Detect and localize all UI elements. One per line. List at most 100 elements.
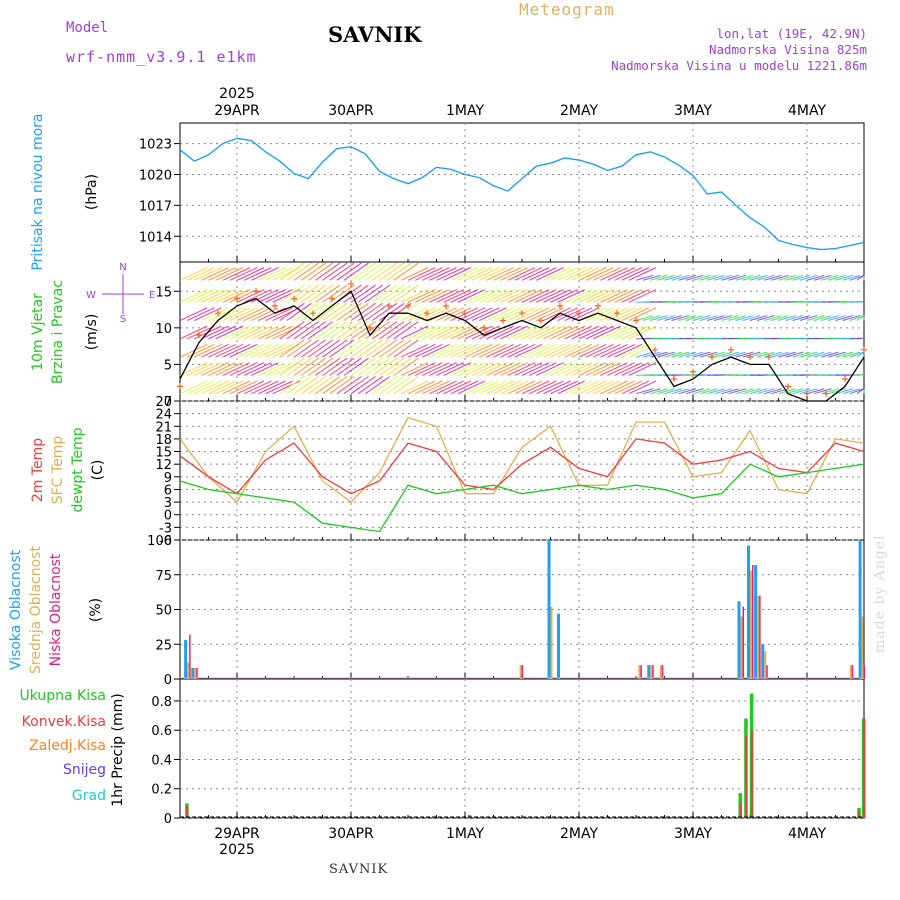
- wind-vector: [315, 262, 341, 281]
- precip-bar-convective: [750, 730, 753, 818]
- wind-vector: [443, 343, 472, 358]
- wind-vector: [208, 362, 236, 376]
- wind-vector: [364, 302, 391, 321]
- wind-vector: [386, 357, 412, 376]
- wind-vector: [258, 307, 286, 321]
- wind-vector: [806, 351, 825, 358]
- wind-vector: [521, 289, 550, 303]
- wind-vector: [493, 289, 521, 303]
- gust-marker: [652, 346, 658, 353]
- y-tick-label: 1017: [139, 199, 172, 214]
- wind-vector: [329, 262, 355, 281]
- wind-vector: [279, 284, 305, 303]
- wind-vector: [407, 307, 436, 321]
- wind-vector: [614, 307, 643, 321]
- wind-vector: [650, 351, 668, 358]
- wind-vector: [664, 274, 682, 281]
- precip-legend-item: Ukupna Kisa: [19, 688, 106, 704]
- wind-vector: [436, 325, 464, 340]
- wind-vector: [514, 289, 543, 303]
- wind-vector: [179, 267, 208, 281]
- wind-vector: [550, 325, 578, 340]
- wind-vector: [528, 380, 557, 395]
- y-tick-label: 50: [155, 604, 172, 619]
- day-label-top: 30APR: [328, 103, 374, 119]
- y-tick-label: 15: [155, 285, 172, 300]
- direction-legend-w: W: [86, 290, 96, 301]
- wind-vector: [251, 343, 279, 358]
- wind-vector: [279, 262, 305, 281]
- wind-vector: [585, 267, 614, 281]
- wind-vector: [293, 284, 319, 303]
- wind-vector: [322, 284, 348, 303]
- wind-vector: [194, 380, 222, 395]
- wind-vector: [386, 284, 412, 303]
- wind-vector: [179, 289, 208, 303]
- cloud-bar-mid: [750, 570, 752, 679]
- wind-vector: [600, 362, 628, 376]
- year-label-bottom: 2025: [219, 842, 255, 858]
- y-tick-label: 25: [155, 638, 172, 653]
- cloud-bar-mid: [194, 667, 197, 679]
- wind-vector: [379, 357, 405, 376]
- wind-vector: [372, 376, 398, 395]
- cloud-bar-mid: [550, 606, 553, 679]
- wind-vector: [536, 362, 564, 376]
- wind-vector: [771, 351, 789, 358]
- gust-marker: [443, 302, 449, 309]
- wind-vector: [806, 315, 825, 322]
- wind-vector: [429, 343, 457, 358]
- wind-vector: [179, 325, 208, 340]
- wind-vector: [258, 267, 286, 281]
- wind-vector: [201, 267, 229, 281]
- wind-vector: [243, 289, 272, 303]
- wind-vector: [329, 284, 355, 303]
- wind-vector: [414, 267, 443, 281]
- wind-vector: [607, 380, 635, 395]
- wind-vector: [429, 289, 457, 303]
- wind-vector: [471, 380, 500, 395]
- wind-vector: [236, 267, 265, 281]
- wind-vector: [286, 357, 312, 376]
- wind-vector: [450, 267, 479, 281]
- wind-vector: [293, 262, 319, 281]
- wind-vector: [343, 262, 369, 281]
- wind-vector: [571, 343, 600, 358]
- cloud-bar-mid: [187, 662, 190, 679]
- wind-vector: [564, 267, 593, 281]
- wind-vector: [792, 351, 811, 358]
- wind-vector: [835, 351, 853, 358]
- wind-vector: [329, 376, 355, 395]
- cloud-bar-low: [766, 665, 768, 679]
- wind-vector: [379, 376, 405, 395]
- wind-vector: [471, 267, 500, 281]
- wind-vector: [578, 343, 607, 358]
- wind-vector: [699, 315, 718, 322]
- wind-vector: [621, 380, 650, 395]
- page-title: SAVNIK: [328, 22, 422, 47]
- wind-vector: [329, 321, 355, 340]
- cloud-bar-high: [747, 545, 750, 679]
- wind-vector: [251, 289, 279, 303]
- gust-marker: [310, 310, 316, 317]
- wind-vector: [642, 388, 661, 395]
- wind-vector: [186, 325, 215, 340]
- wind-vector: [279, 357, 305, 376]
- wind-vector: [486, 289, 514, 303]
- wind-vector: [307, 302, 334, 321]
- wind-vector: [464, 325, 493, 340]
- wind-vector: [322, 262, 348, 281]
- wind-vector: [813, 274, 832, 281]
- wind-vector: [650, 388, 668, 395]
- wind-vector: [621, 267, 650, 281]
- cloud-bar-high: [761, 644, 765, 679]
- wind-vector: [407, 267, 436, 281]
- wind-vector: [315, 321, 341, 340]
- wind-vector: [764, 351, 782, 358]
- wind-vector: [792, 274, 811, 281]
- wind-vector: [429, 380, 457, 395]
- wind-vector: [735, 315, 754, 322]
- wind-vector: [407, 325, 436, 340]
- wind-vector: [607, 325, 635, 340]
- wind-vector: [657, 351, 675, 358]
